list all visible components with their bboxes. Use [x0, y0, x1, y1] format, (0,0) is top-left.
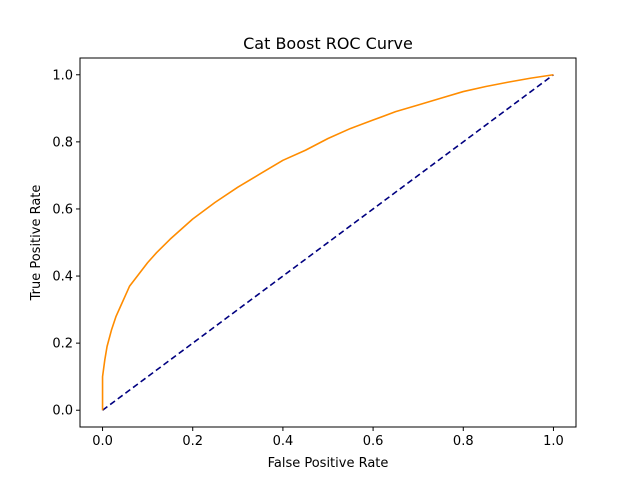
- x-axis-ticks: 0.0 0.2 0.4 0.6 0.8 1.0: [92, 427, 564, 449]
- roc-curve-line: [101, 73, 554, 411]
- y-tick-label: 0.2: [52, 337, 73, 352]
- x-tick-label: 0.8: [453, 434, 474, 449]
- x-tick-label: 1.0: [543, 434, 564, 449]
- chart-title: Cat Boost ROC Curve: [243, 34, 413, 53]
- chance-diagonal-line: [102, 74, 554, 411]
- y-tick-label: 0.6: [52, 202, 73, 217]
- y-axis-ticks: 0.0 0.2 0.4 0.6 0.8 1.0: [52, 68, 80, 419]
- y-axis-label: True Positive Rate: [29, 185, 44, 302]
- x-tick-label: 0.6: [363, 434, 384, 449]
- axes-frame: [79, 57, 577, 428]
- y-tick-label: 0.4: [52, 270, 73, 285]
- y-tick-label: 0.8: [52, 135, 73, 150]
- x-tick-label: 0.4: [273, 434, 294, 449]
- y-tick-label: 0.0: [52, 404, 73, 419]
- y-tick-label: 1.0: [52, 68, 73, 83]
- x-tick-label: 0.2: [182, 434, 203, 449]
- x-axis-label: False Positive Rate: [268, 456, 389, 471]
- x-tick-label: 0.0: [92, 434, 113, 449]
- plot-area: [101, 73, 554, 411]
